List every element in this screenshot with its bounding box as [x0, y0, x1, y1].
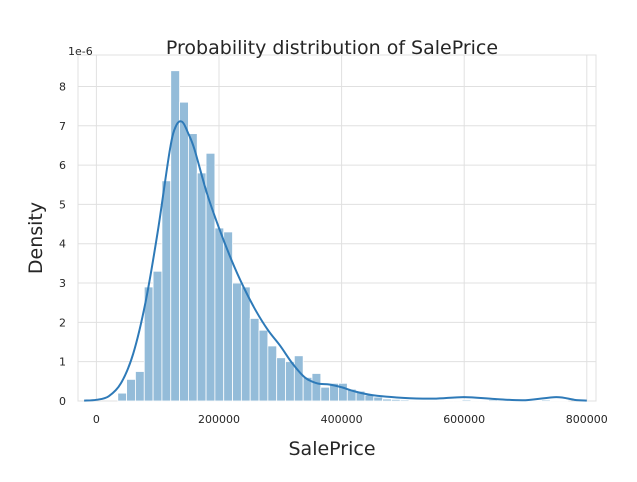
y-tick-label: 8: [59, 80, 66, 93]
histogram-bar: [196, 172, 207, 402]
histogram-bar: [470, 399, 481, 402]
y-tick-label: 0: [59, 395, 66, 408]
histogram-bar: [232, 282, 242, 402]
histogram-bar: [240, 286, 251, 402]
histogram-bar: [276, 357, 286, 402]
histogram-bar: [444, 399, 454, 402]
histogram-bar: [549, 399, 560, 402]
histogram-bar: [293, 355, 304, 402]
y-offset-text: 1e-6: [68, 45, 93, 58]
histogram-bar: [408, 399, 419, 402]
histogram-bar: [205, 152, 216, 402]
kde-curve: [84, 120, 587, 402]
x-tick-label: 800000: [566, 413, 608, 426]
histogram-bar: [382, 398, 392, 402]
histogram-bar: [188, 133, 198, 402]
x-axis-label: SalePrice: [288, 438, 375, 460]
histogram-bar: [285, 361, 295, 402]
chart-title: Probability distribution of SalePrice: [166, 37, 498, 59]
y-ticks: 0 1 2 3 4 5 6 7 8: [59, 80, 66, 408]
histogram-bar: [311, 373, 322, 402]
y-tick-label: 5: [59, 198, 66, 211]
histogram-bar: [426, 399, 436, 402]
y-tick-label: 3: [59, 277, 66, 290]
histogram-bar: [435, 399, 445, 402]
histogram-bar: [479, 399, 489, 402]
histogram-bar: [320, 386, 331, 402]
x-tick-label: 200000: [198, 413, 240, 426]
y-tick-label: 6: [59, 159, 66, 172]
histogram-bar: [558, 399, 569, 402]
y-tick-label: 7: [59, 120, 66, 133]
histogram-bar: [249, 318, 260, 402]
histogram-bar: [541, 399, 551, 402]
histogram-bar: [214, 227, 225, 402]
histogram-bar: [267, 345, 278, 402]
histogram-bar: [152, 270, 163, 402]
histogram-bar: [391, 399, 401, 402]
histogram-bar: [417, 399, 428, 402]
histogram-bar: [399, 399, 410, 402]
histogram-bar: [126, 378, 136, 402]
histogram-bar: [373, 396, 384, 402]
y-tick-label: 4: [59, 238, 66, 251]
histogram-bar: [258, 329, 269, 402]
histogram-bar: [461, 399, 472, 402]
x-tick-label: 400000: [321, 413, 363, 426]
y-axis-label: Density: [25, 202, 47, 274]
y-tick-label: 1: [59, 356, 66, 369]
x-tick-label: 600000: [443, 413, 485, 426]
histogram-bar: [170, 70, 180, 402]
histogram-bar: [135, 371, 145, 402]
histogram-bars: [117, 70, 569, 402]
y-tick-label: 2: [59, 316, 66, 329]
x-ticks: 0 200000 400000 600000 800000: [93, 413, 608, 426]
histogram-bar: [161, 180, 172, 402]
histogram-bar: [452, 399, 463, 402]
histogram-bar: [179, 101, 189, 402]
histogram-bar: [117, 392, 128, 402]
x-tick-label: 0: [93, 413, 100, 426]
